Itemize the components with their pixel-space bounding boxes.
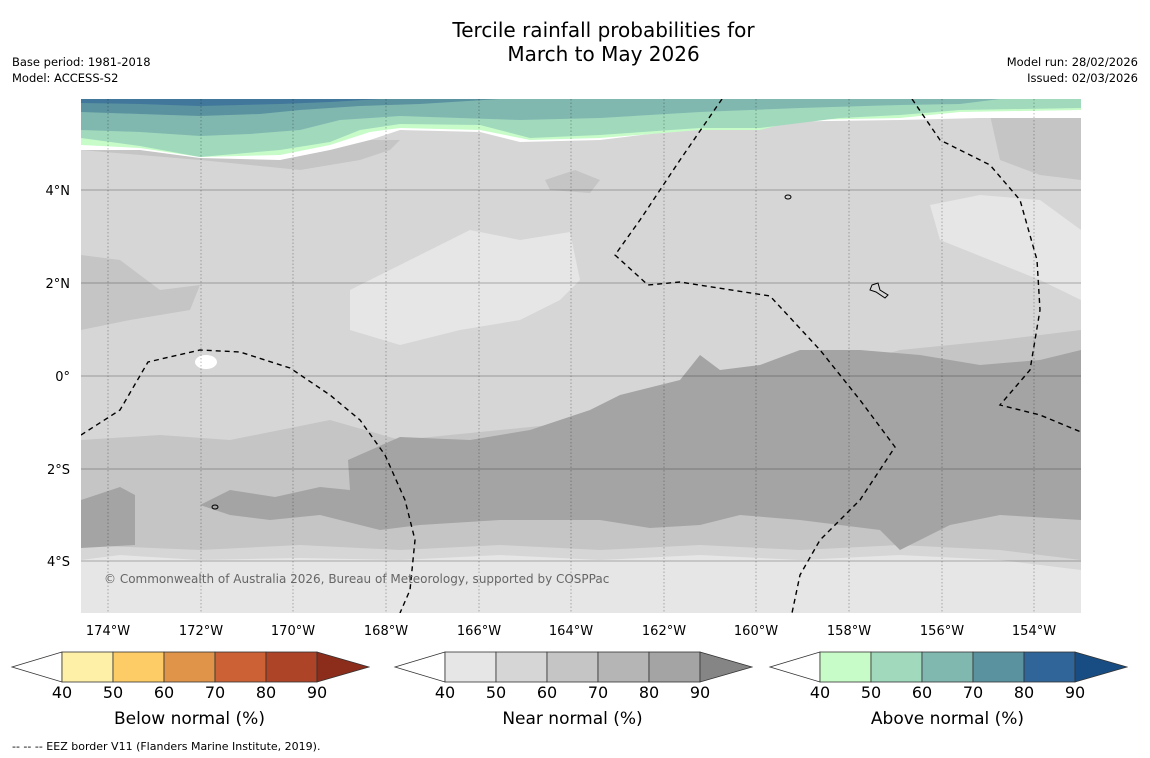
- colorbar-tick-label: 70: [204, 683, 226, 702]
- colorbar-segment: [870, 651, 923, 683]
- colorbar-segment: [444, 651, 497, 683]
- near-normal-title: Near normal (%): [502, 709, 643, 729]
- title-line-1: Tercile rainfall probabilities for: [452, 18, 755, 42]
- above-normal-title: Above normal (%): [870, 709, 1025, 729]
- latitude-label: 0°: [55, 370, 70, 385]
- colorbar-tick-label: 40: [434, 683, 456, 702]
- colorbar-segment: [495, 651, 548, 683]
- copyright-notice: © Commonwealth of Australia 2026, Bureau…: [104, 572, 610, 586]
- colorbar-tick-label: 80: [255, 683, 277, 702]
- near-normal-40-patch-east: [930, 195, 1081, 300]
- map-fields: [81, 99, 1081, 613]
- colorbar-segment: [112, 651, 165, 683]
- colorbar-tick-label: 60: [536, 683, 558, 702]
- colorbar-segment: [265, 651, 318, 683]
- colorbar-tick-label: 90: [1064, 683, 1086, 702]
- island: [784, 194, 792, 200]
- colorbar-tick-label: 60: [911, 683, 933, 702]
- colorbar-max-extend: [699, 651, 753, 683]
- longitude-label: 172°W: [179, 624, 223, 639]
- model-run: Model run: 28/02/2026: [1006, 55, 1138, 69]
- metadata-left: Base period: 1981-2018 Model: ACCESS-S2: [12, 54, 151, 86]
- colorbar-tick-label: 80: [1013, 683, 1035, 702]
- longitude-label: 168°W: [364, 624, 408, 639]
- colorbar-tick-label: 40: [809, 683, 831, 702]
- longitude-label: 156°W: [920, 624, 964, 639]
- colorbar-tick-label: 50: [102, 683, 124, 702]
- longitude-label: 164°W: [549, 624, 593, 639]
- colorbar-tick-label: 70: [587, 683, 609, 702]
- map-title: Tercile rainfall probabilities for March…: [0, 18, 1150, 66]
- near-normal-60-ne: [990, 115, 1081, 180]
- island-kiritimati: [869, 282, 889, 299]
- above-normal-colorbar: [768, 651, 1128, 683]
- longitude-label: 158°W: [827, 624, 871, 639]
- metadata-right: Model run: 28/02/2026 Issued: 02/03/2026: [1007, 54, 1138, 86]
- colorbar-segment: [214, 651, 267, 683]
- colorbar-tick-label: 90: [689, 683, 711, 702]
- colorbar-segment: [61, 651, 114, 683]
- longitude-label: 160°W: [734, 624, 778, 639]
- colorbar-segment: [972, 651, 1025, 683]
- colorbar-tick-label: 80: [638, 683, 660, 702]
- graticule: [81, 99, 1081, 613]
- colorbar-tick-label: 40: [51, 683, 73, 702]
- colorbar-min-extend: [10, 651, 63, 683]
- colorbar-tick-label: 70: [962, 683, 984, 702]
- eez-borders: [81, 99, 1081, 613]
- rainfall-map: 174°W 172°W 170°W 168°W 166°W 164°W 162°W 160°W…: [46, 99, 1081, 639]
- base-period: Base period: 1981-2018: [12, 55, 151, 69]
- near-normal-80-west: [81, 487, 135, 548]
- longitude-label: 170°W: [271, 624, 315, 639]
- above-normal-80: [81, 99, 380, 106]
- colorbar-segment: [546, 651, 599, 683]
- colorbar-max-extend: [1074, 651, 1128, 683]
- below-normal-title: Below normal (%): [114, 709, 265, 729]
- latitude-label: 4°S: [47, 555, 70, 570]
- colorbar-segment: [163, 651, 216, 683]
- colorbar-segment: [648, 651, 701, 683]
- latitude-label: 4°N: [46, 184, 71, 199]
- eez-footnote: -- -- -- EEZ border V11 (Flanders Marine…: [12, 740, 321, 753]
- island: [211, 504, 219, 510]
- near-normal-60-spot: [545, 170, 600, 193]
- colorbar-segment: [921, 651, 974, 683]
- near-normal-colorbar: [393, 651, 753, 683]
- title-line-2: March to May 2026: [507, 42, 700, 66]
- longitude-label: 174°W: [86, 624, 130, 639]
- latitude-label: 2°N: [46, 277, 71, 292]
- axis-labels: 174°W 172°W 170°W 168°W 166°W 164°W 162°W 160°W…: [46, 184, 1057, 639]
- issued-date: Issued: 02/03/2026: [1027, 71, 1138, 85]
- near-normal-60-west: [81, 255, 200, 330]
- latitude-label: 2°S: [47, 463, 70, 478]
- colorbar-segment: [597, 651, 650, 683]
- colorbar-segment: [819, 651, 872, 683]
- white-spot: [195, 355, 217, 369]
- colorbar-tick-label: 50: [860, 683, 882, 702]
- model-name: Model: ACCESS-S2: [12, 71, 119, 85]
- colorbar-min-extend: [768, 651, 821, 683]
- near-normal-40-south: [81, 555, 1081, 613]
- longitude-label: 162°W: [642, 624, 686, 639]
- longitude-label: 166°W: [457, 624, 501, 639]
- below-normal-colorbar: [10, 651, 370, 683]
- longitude-label: 154°W: [1012, 624, 1056, 639]
- near-normal-40-patch: [350, 230, 580, 345]
- colorbar-segment: [1023, 651, 1076, 683]
- colorbar-tick-label: 90: [306, 683, 328, 702]
- colorbar-min-extend: [393, 651, 446, 683]
- colorbar-tick-label: 60: [153, 683, 175, 702]
- colorbar-max-extend: [316, 651, 370, 683]
- colorbar-tick-label: 50: [485, 683, 507, 702]
